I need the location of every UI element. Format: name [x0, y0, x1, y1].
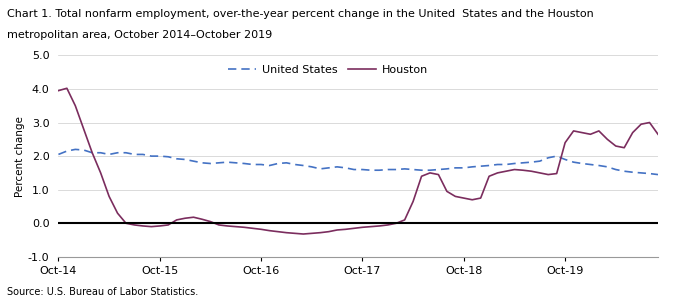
- Houston: [654, 132, 662, 136]
- Y-axis label: Percent change: Percent change: [15, 116, 25, 197]
- United States: [207, 162, 215, 165]
- Houston: [476, 196, 485, 200]
- Houston: [299, 232, 308, 236]
- United States: [71, 148, 79, 151]
- Houston: [63, 86, 71, 90]
- Legend: United States, Houston: United States, Houston: [224, 61, 433, 80]
- Houston: [266, 229, 274, 232]
- Line: United States: United States: [59, 149, 658, 175]
- Text: Source: U.S. Bureau of Labor Statistics.: Source: U.S. Bureau of Labor Statistics.: [7, 287, 198, 297]
- United States: [55, 153, 63, 156]
- Houston: [621, 146, 629, 149]
- United States: [400, 167, 409, 171]
- Line: Houston: Houston: [59, 88, 658, 234]
- United States: [468, 165, 476, 169]
- Houston: [55, 89, 63, 92]
- United States: [443, 167, 451, 171]
- United States: [147, 154, 155, 158]
- Houston: [452, 195, 460, 198]
- Text: Chart 1. Total nonfarm employment, over-the-year percent change in the United  S: Chart 1. Total nonfarm employment, over-…: [7, 9, 594, 19]
- United States: [654, 173, 662, 176]
- Houston: [147, 225, 155, 228]
- Text: metropolitan area, October 2014–October 2019: metropolitan area, October 2014–October …: [7, 30, 272, 40]
- Houston: [409, 200, 417, 203]
- United States: [266, 164, 274, 167]
